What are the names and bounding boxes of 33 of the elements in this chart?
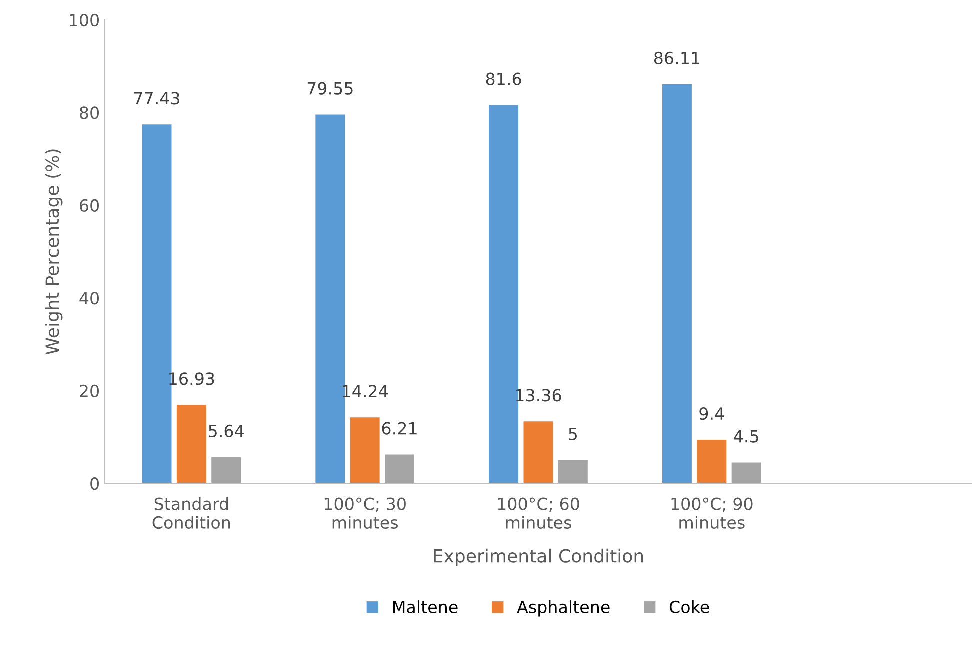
data-label: 77.43 (134, 92, 180, 105)
data-label: 6.21 (382, 422, 417, 435)
x-tick-label: 100°C; 60 minutes (498, 498, 580, 530)
x-tick-label: Standard Condition (152, 497, 230, 530)
bar (524, 422, 554, 484)
data-label: 5.64 (209, 424, 244, 438)
x-tick-label: 100°C; 30 minutes (324, 498, 406, 530)
y-tick-label: 20 (80, 384, 100, 398)
y-tick-label: 0 (90, 478, 100, 490)
y-tick-label: 100 (70, 14, 100, 27)
data-label: 5 (569, 428, 578, 440)
legend-label: Coke (670, 600, 710, 614)
data-label: 4.5 (734, 430, 758, 443)
data-label: 79.55 (308, 82, 353, 95)
data-label: 81.6 (486, 72, 522, 86)
legend-label: Asphaltene (517, 600, 610, 617)
bar (732, 462, 762, 484)
data-label: 9.4 (700, 407, 724, 420)
bar (697, 440, 727, 484)
bar (558, 460, 588, 484)
bar (385, 454, 415, 484)
data-label: 86.11 (654, 52, 700, 65)
bar (176, 405, 206, 484)
y-tick-label: 40 (80, 292, 100, 305)
y-tick-label: 80 (80, 106, 100, 120)
x-tick-label: 100°C; 90 minutes (672, 498, 753, 530)
bar (212, 457, 242, 484)
y-tick-label: 60 (80, 199, 100, 212)
x-axis-title: Experimental Condition (434, 548, 644, 566)
y-axis-title: Weight Percentage (%) (45, 150, 63, 355)
bar (350, 418, 380, 484)
legend-label: Maltene (393, 600, 458, 614)
bar (662, 84, 692, 484)
